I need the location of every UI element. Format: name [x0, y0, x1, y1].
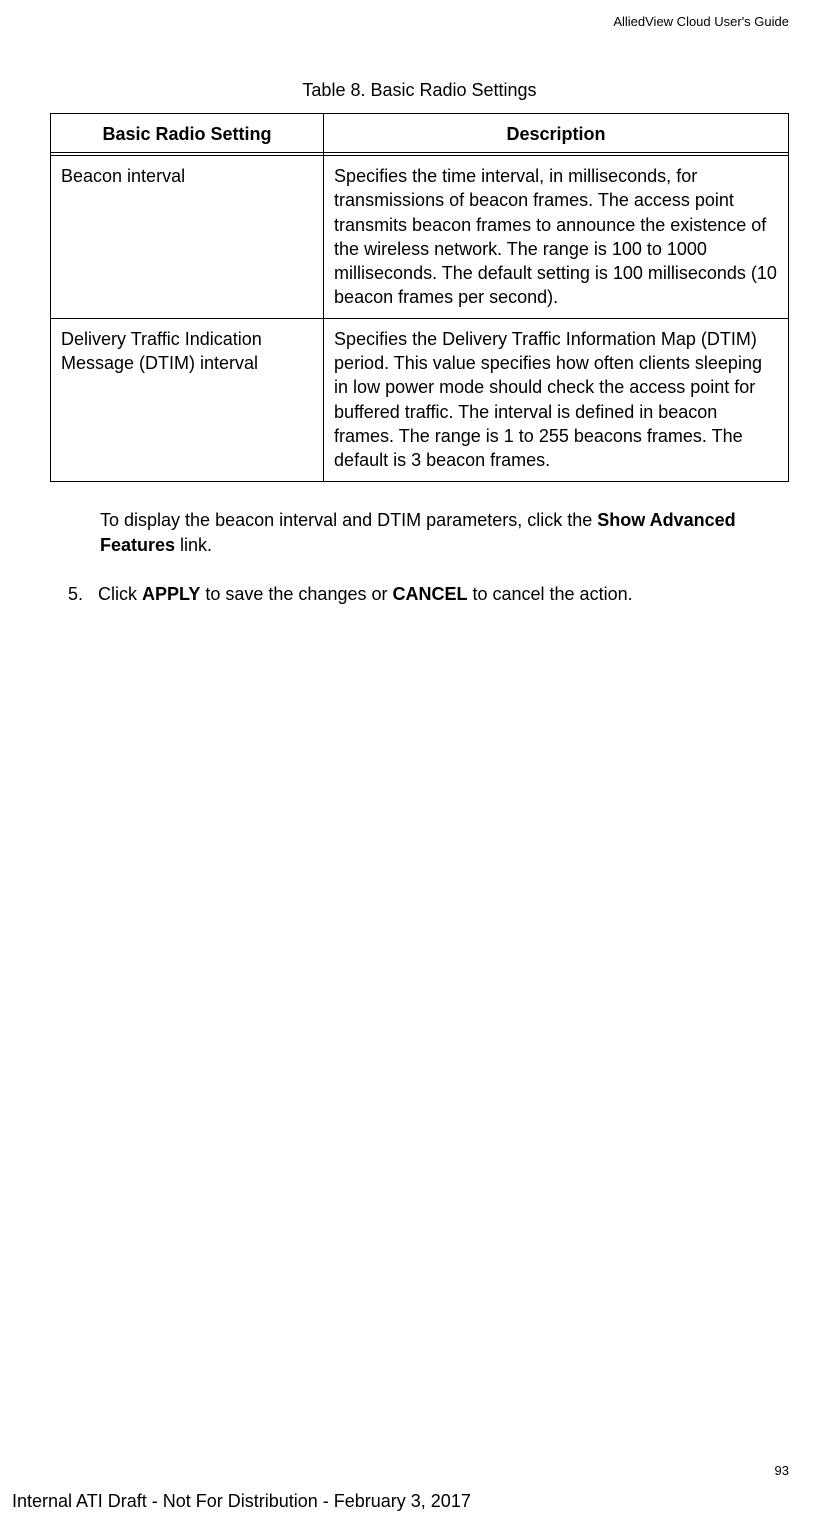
table-row: Delivery Traffic Indication Message (DTI… — [51, 318, 789, 481]
cell-setting: Delivery Traffic Indication Message (DTI… — [51, 318, 324, 481]
text: To display the beacon interval and DTIM … — [100, 510, 597, 530]
table-header-row: Basic Radio Setting Description — [51, 114, 789, 156]
column-header-description: Description — [324, 114, 789, 156]
text: Click — [98, 584, 142, 604]
instruction-paragraph: To display the beacon interval and DTIM … — [100, 508, 789, 558]
text: link. — [175, 535, 212, 555]
table-row: Beacon interval Specifies the time inter… — [51, 156, 789, 319]
step-number: 5. — [68, 582, 98, 607]
page-number: 93 — [775, 1463, 789, 1478]
text: to cancel the action. — [467, 584, 632, 604]
cancel-label: CANCEL — [392, 584, 467, 604]
guide-title: AlliedView Cloud User's Guide — [613, 14, 789, 29]
table-caption: Table 8. Basic Radio Settings — [50, 80, 789, 101]
cell-setting: Beacon interval — [51, 156, 324, 319]
text: to save the changes or — [200, 584, 392, 604]
step-5: 5.Click APPLY to save the changes or CAN… — [68, 582, 789, 607]
main-content: Table 8. Basic Radio Settings Basic Radi… — [50, 80, 789, 607]
apply-label: APPLY — [142, 584, 200, 604]
footer-notice: Internal ATI Draft - Not For Distributio… — [12, 1491, 471, 1512]
settings-table: Basic Radio Setting Description Beacon i… — [50, 113, 789, 482]
cell-description: Specifies the time interval, in millisec… — [324, 156, 789, 319]
column-header-setting: Basic Radio Setting — [51, 114, 324, 156]
cell-description: Specifies the Delivery Traffic Informati… — [324, 318, 789, 481]
